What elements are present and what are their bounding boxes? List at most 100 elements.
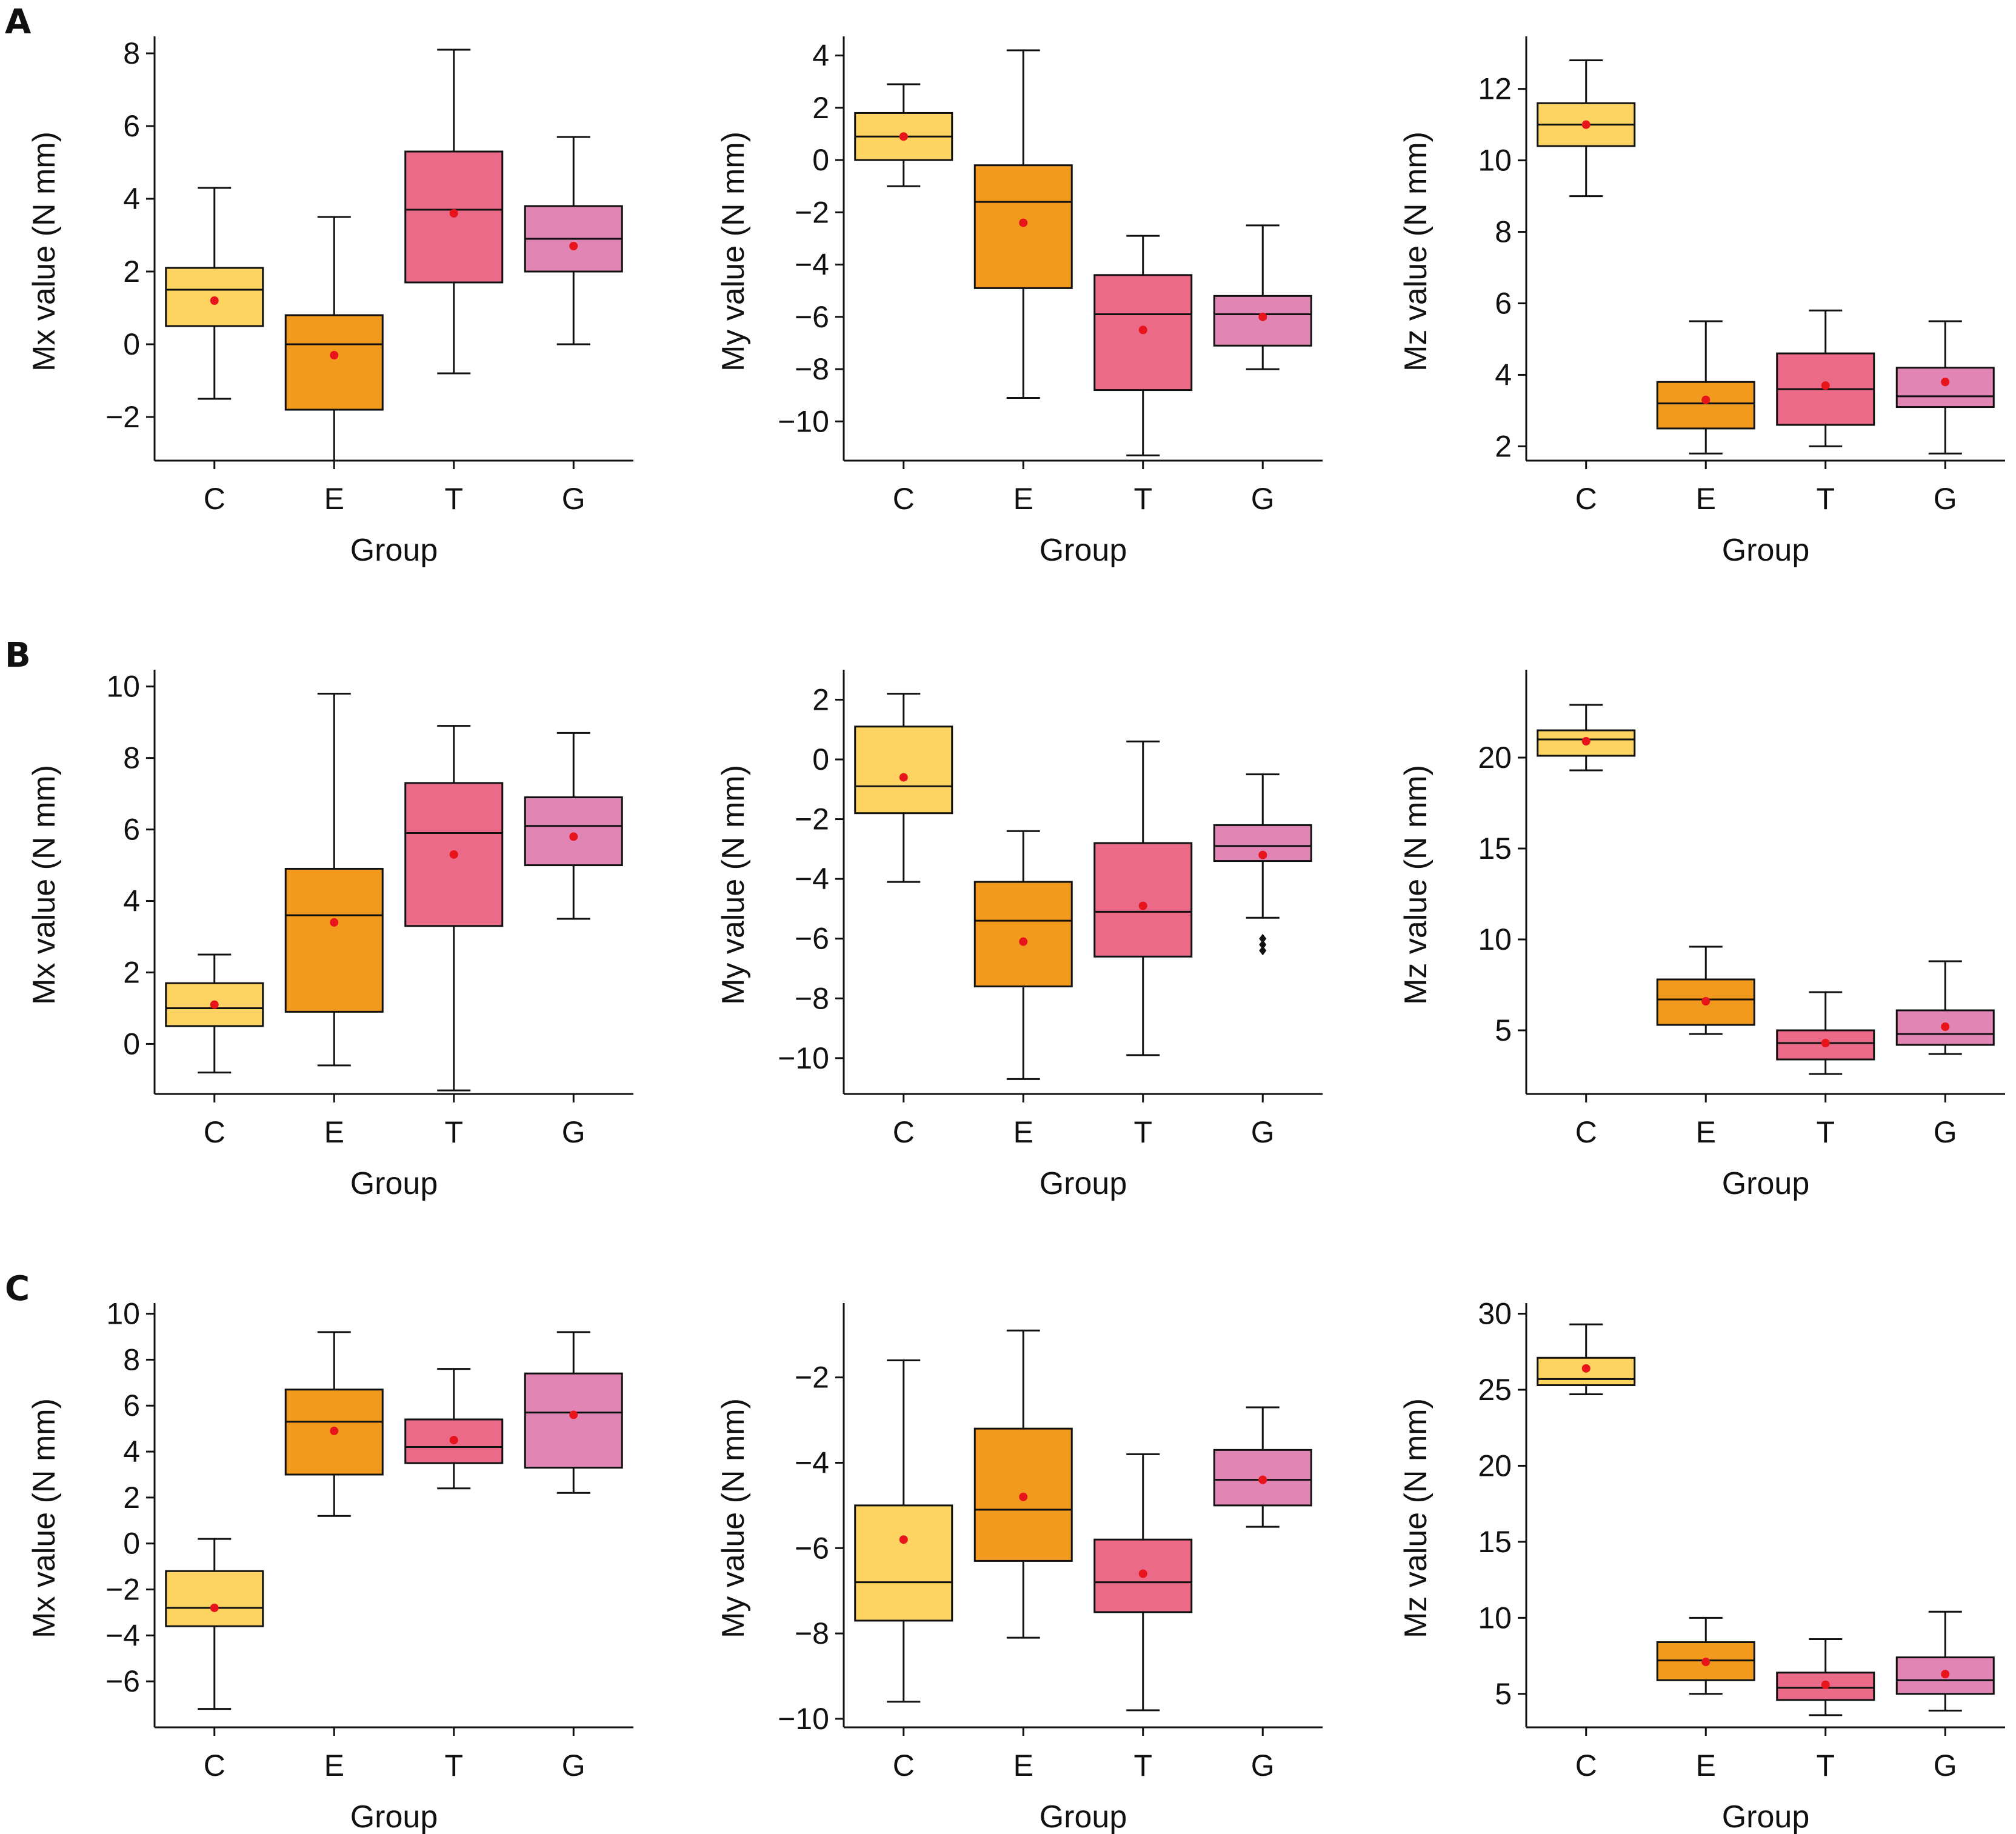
panel-1-0: 0 2 4 6 8 10 Mx value (N mm) C E T G Group: [27, 670, 633, 1201]
iqr-box: [284, 314, 384, 411]
y-tick-label: 0: [123, 1027, 140, 1061]
iqr-box: [404, 1418, 504, 1464]
box-T: [404, 1368, 504, 1490]
panel-0-0: −2 0 2 4 6 8 Mx value (N mm) C E T G Group: [27, 36, 633, 568]
box-E: [1656, 320, 1755, 455]
iqr-box: [1895, 367, 1995, 408]
box-G: [1895, 320, 1995, 455]
x-tick-label-E: E: [1013, 482, 1033, 516]
mean-marker: [1258, 1475, 1267, 1484]
box-G: [1213, 1406, 1312, 1528]
mean-marker: [1701, 1658, 1711, 1667]
box-C: [165, 187, 264, 400]
x-tick-label-T: T: [1816, 1749, 1835, 1782]
box-T: [1776, 991, 1875, 1075]
panel-label-C: C: [5, 1269, 30, 1309]
mean-marker: [1019, 1492, 1028, 1501]
x-tick-label-C: C: [1575, 1749, 1597, 1782]
mean-marker: [330, 918, 339, 927]
x-tick-label-C: C: [893, 1115, 915, 1149]
y-tick-label: −2: [795, 802, 829, 836]
mean-marker: [1941, 1670, 1950, 1679]
y-tick-label: −10: [778, 1702, 829, 1736]
iqr-box: [1537, 1356, 1636, 1386]
x-tick-label-G: G: [562, 482, 586, 516]
box-C: [165, 953, 264, 1074]
x-tick-label-G: G: [1251, 1749, 1275, 1782]
y-tick-label: 4: [1495, 358, 1512, 392]
y-tick-label: 8: [123, 36, 140, 70]
y-tick-label: 6: [1495, 287, 1512, 321]
x-tick-label-E: E: [1696, 482, 1716, 516]
y-tick-label: 20: [1478, 1449, 1512, 1482]
panel-2-0: −6 −4 −2 0 2 4 6 8 10 Mx value (N mm) C E T G Group: [27, 1297, 633, 1834]
x-tick-label-G: G: [1251, 482, 1275, 516]
iqr-box: [1213, 824, 1312, 862]
mean-marker: [1019, 218, 1028, 227]
y-tick-label: 0: [812, 143, 829, 177]
y-axis-label: Mx value (N mm): [27, 1398, 62, 1638]
y-tick-label: −6: [795, 1531, 829, 1565]
box-C: [1537, 59, 1636, 198]
y-tick-label: 12: [1478, 72, 1512, 106]
box-E: [284, 216, 384, 462]
box-E: [973, 830, 1073, 1080]
y-tick-label: 0: [123, 327, 140, 361]
y-tick-label: 8: [123, 1342, 140, 1376]
y-tick-label: 10: [1478, 922, 1512, 956]
mean-marker: [1581, 120, 1590, 129]
iqr-box: [284, 867, 384, 1013]
box-T: [1093, 1453, 1193, 1712]
x-tick-label-T: T: [1133, 482, 1152, 516]
x-tick-label-E: E: [324, 482, 344, 516]
panel-label-A: A: [5, 2, 32, 42]
box-E: [284, 1331, 384, 1517]
x-tick-label-C: C: [204, 482, 225, 516]
x-tick-label-G: G: [1251, 1115, 1275, 1149]
x-tick-label-C: C: [1575, 1115, 1597, 1149]
mean-marker: [1019, 937, 1028, 946]
y-tick-label: 6: [123, 1389, 140, 1422]
mean-marker: [1138, 901, 1147, 910]
x-tick-label-G: G: [1934, 1115, 1957, 1149]
y-axis-label: Mz value (N mm): [1398, 765, 1434, 1005]
iqr-box: [854, 1504, 953, 1622]
x-axis-label: Group: [350, 1799, 438, 1834]
mean-marker: [1701, 997, 1711, 1005]
panel-2-2: 5 10 15 20 25 30 Mz value (N mm) C E T G Group: [1398, 1297, 2005, 1834]
x-axis-label: Group: [1040, 1166, 1127, 1201]
y-tick-label: 5: [1495, 1013, 1512, 1047]
y-tick-label: 15: [1478, 832, 1512, 865]
box-G: [1895, 960, 1995, 1055]
mean-marker: [1821, 381, 1830, 390]
iqr-box: [854, 725, 953, 815]
mean-marker: [1581, 737, 1590, 745]
mean-marker: [1941, 378, 1950, 387]
x-tick-label-E: E: [1013, 1115, 1033, 1149]
y-axis-label: Mz value (N mm): [1398, 1398, 1434, 1638]
box-C: [165, 1538, 264, 1710]
x-tick-label-T: T: [1816, 482, 1835, 516]
mean-marker: [449, 209, 458, 218]
outlier-marker: [1259, 939, 1267, 950]
mean-marker: [1258, 312, 1267, 321]
x-tick-label-T: T: [1133, 1115, 1152, 1149]
outlier-marker: [1259, 933, 1267, 944]
outlier-marker: [1259, 945, 1267, 956]
box-T: [1776, 1638, 1875, 1716]
box-E: [1656, 1616, 1755, 1695]
y-tick-label: −10: [778, 404, 829, 438]
mean-marker: [449, 850, 458, 859]
iqr-box: [524, 1372, 623, 1469]
box-G: [1213, 224, 1312, 370]
panel-1-1: −10 −8 −6 −4 −2 0 2 My value (N mm) C E T G Group: [716, 670, 1323, 1201]
mean-marker: [210, 296, 219, 305]
x-axis-label: Group: [1040, 1799, 1127, 1834]
y-tick-label: 6: [123, 813, 140, 847]
iqr-box: [1093, 842, 1193, 958]
box-C: [854, 83, 953, 187]
mean-marker: [1138, 325, 1147, 335]
y-tick-label: −4: [795, 862, 829, 896]
panel-2-1: −10 −8 −6 −4 −2 My value (N mm) C E T G Group: [716, 1303, 1323, 1834]
